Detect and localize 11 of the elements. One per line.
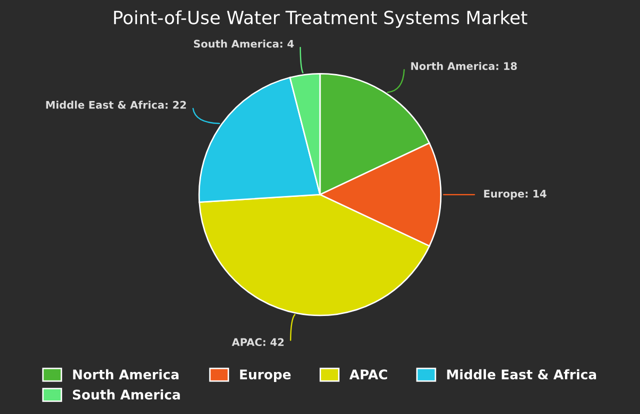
data-label: North America: 18 [411,62,517,70]
legend-label: Europe [240,370,291,382]
chart-title: Point-of-Use Water Treatment Systems Market [114,10,528,28]
legend-label: Middle East & Africa [447,369,596,380]
legend-label: South America [72,389,180,400]
data-label: Middle East & Africa: 22 [46,100,186,109]
legend-label: APAC [349,369,388,380]
data-label: APAC: 42 [232,338,284,346]
legend-label: North America [73,369,178,380]
data-label: South America: 4 [194,40,294,48]
data-label: Europe: 14 [484,190,546,200]
